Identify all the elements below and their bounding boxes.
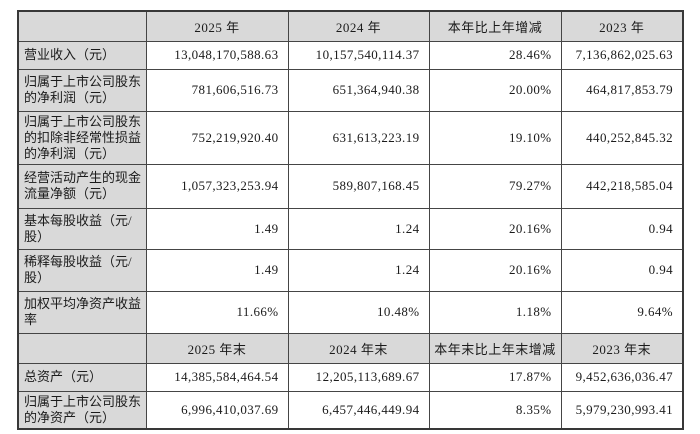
col-header-end-change: 本年末比上年末增减 [428, 332, 562, 364]
table-row-diluted-eps: 稀释每股收益（元/股） 1.49 1.24 20.16% 0.94 [17, 248, 684, 292]
cell-total-assets-2023: 9,452,636,036.47 [560, 362, 684, 392]
cell-total-assets-2024: 12,205,113,689.67 [287, 362, 430, 392]
cell-weighted-avg-roe-2025: 11.66% [145, 290, 289, 334]
cell-operating-cash-flow-2025: 1,057,323,253.94 [145, 163, 289, 209]
cell-basic-eps-2024: 1.24 [287, 207, 430, 250]
table-row-net-profit: 归属于上市公司股东的净利润（元） 781,606,516.73 651,364,… [17, 68, 684, 112]
col-header-2023-end: 2023 年末 [560, 332, 684, 364]
cell-diluted-eps-change: 20.16% [428, 248, 562, 292]
table-row-header-period-end: 2025 年末 2024 年末 本年末比上年末增减 2023 年末 [17, 332, 684, 364]
table-row-net-assets: 归属于上市公司股东的净资产（元） 6,996,410,037.69 6,457,… [17, 390, 684, 429]
cell-revenue-2024: 10,157,540,114.37 [287, 40, 430, 70]
table-row-operating-cash-flow: 经营活动产生的现金流量净额（元） 1,057,323,253.94 589,80… [17, 163, 684, 209]
cell-weighted-avg-roe-change: 1.18% [428, 290, 562, 334]
cell-net-assets-2024: 6,457,446,449.94 [287, 390, 430, 429]
row-label-weighted-avg-roe: 加权平均净资产收益率 [17, 290, 147, 334]
cell-weighted-avg-roe-2023: 9.64% [560, 290, 684, 334]
cell-revenue-2025: 13,048,170,588.63 [145, 40, 289, 70]
col-header-yoy-change: 本年比上年增减 [428, 10, 562, 42]
row-label-operating-cash-flow: 经营活动产生的现金流量净额（元） [17, 163, 147, 209]
cell-diluted-eps-2025: 1.49 [145, 248, 289, 292]
cell-basic-eps-2023: 0.94 [560, 207, 684, 250]
row-label-deducted-net-profit: 归属于上市公司股东的扣除非经常性损益的净利润（元） [17, 110, 147, 165]
col-header-2024: 2024 年 [287, 10, 430, 42]
cell-revenue-2023: 7,136,862,025.63 [560, 40, 684, 70]
row-label-net-assets: 归属于上市公司股东的净资产（元） [17, 390, 147, 429]
row-label-revenue: 营业收入（元） [17, 40, 147, 70]
cell-deducted-net-profit-2023: 440,252,845.32 [560, 110, 684, 165]
cell-basic-eps-2025: 1.49 [145, 207, 289, 250]
cell-total-assets-2025: 14,385,584,464.54 [145, 362, 289, 392]
table-row-deducted-net-profit: 归属于上市公司股东的扣除非经常性损益的净利润（元） 752,219,920.40… [17, 110, 684, 165]
corner-cell-2 [17, 332, 147, 364]
cell-deducted-net-profit-change: 19.10% [428, 110, 562, 165]
table-row-weighted-avg-roe: 加权平均净资产收益率 11.66% 10.48% 1.18% 9.64% [17, 290, 684, 334]
cell-weighted-avg-roe-2024: 10.48% [287, 290, 430, 334]
table-row-header-annual: 2025 年 2024 年 本年比上年增减 2023 年 [17, 10, 684, 42]
cell-net-profit-2023: 464,817,853.79 [560, 68, 684, 112]
table-row-basic-eps: 基本每股收益（元/股） 1.49 1.24 20.16% 0.94 [17, 207, 684, 250]
cell-revenue-change: 28.46% [428, 40, 562, 70]
cell-deducted-net-profit-2024: 631,613,223.19 [287, 110, 430, 165]
cell-net-profit-change: 20.00% [428, 68, 562, 112]
cell-diluted-eps-2023: 0.94 [560, 248, 684, 292]
cell-net-profit-2025: 781,606,516.73 [145, 68, 289, 112]
cell-total-assets-change: 17.87% [428, 362, 562, 392]
cell-net-profit-2024: 651,364,940.38 [287, 68, 430, 112]
row-label-diluted-eps: 稀释每股收益（元/股） [17, 248, 147, 292]
cell-net-assets-2023: 5,979,230,993.41 [560, 390, 684, 429]
col-header-2025: 2025 年 [145, 10, 289, 42]
cell-operating-cash-flow-change: 79.27% [428, 163, 562, 209]
table-row-revenue: 营业收入（元） 13,048,170,588.63 10,157,540,114… [17, 40, 684, 70]
cell-net-assets-2025: 6,996,410,037.69 [145, 390, 289, 429]
row-label-basic-eps: 基本每股收益（元/股） [17, 207, 147, 250]
cell-operating-cash-flow-2024: 589,807,168.45 [287, 163, 430, 209]
financial-summary-table: 2025 年 2024 年 本年比上年增减 2023 年 营业收入（元） 13,… [17, 10, 684, 430]
table-row-total-assets: 总资产（元） 14,385,584,464.54 12,205,113,689.… [17, 362, 684, 392]
col-header-2024-end: 2024 年末 [287, 332, 430, 364]
col-header-2025-end: 2025 年末 [145, 332, 289, 364]
col-header-2023: 2023 年 [560, 10, 684, 42]
row-label-total-assets: 总资产（元） [17, 362, 147, 392]
corner-cell [17, 10, 147, 42]
row-label-net-profit: 归属于上市公司股东的净利润（元） [17, 68, 147, 112]
cell-diluted-eps-2024: 1.24 [287, 248, 430, 292]
cell-basic-eps-change: 20.16% [428, 207, 562, 250]
cell-net-assets-change: 8.35% [428, 390, 562, 429]
cell-operating-cash-flow-2023: 442,218,585.04 [560, 163, 684, 209]
cell-deducted-net-profit-2025: 752,219,920.40 [145, 110, 289, 165]
